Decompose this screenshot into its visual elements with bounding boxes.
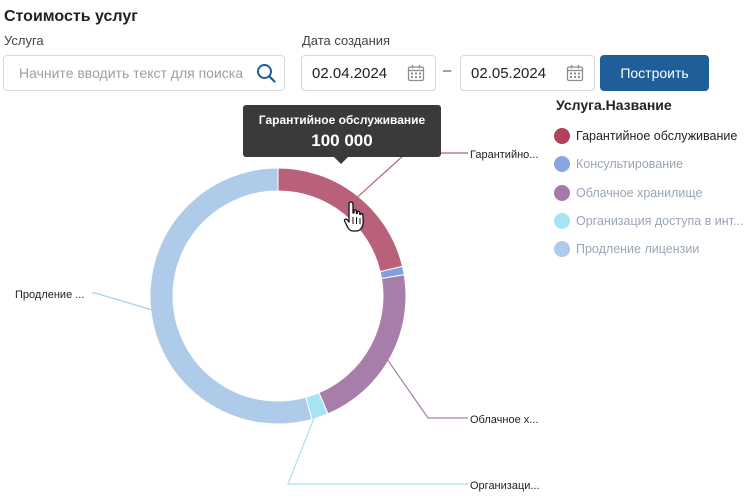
callout-line bbox=[92, 292, 160, 313]
donut-slice[interactable] bbox=[149, 167, 313, 425]
callout-line bbox=[382, 353, 468, 419]
date-from-value[interactable]: 02.04.2024 bbox=[312, 65, 388, 82]
legend-label: Гарантийное обслуживание bbox=[576, 129, 738, 143]
legend-marker bbox=[554, 241, 570, 257]
service-search-field[interactable] bbox=[3, 55, 285, 91]
page-title: Стоимость услуг bbox=[4, 8, 138, 25]
legend-marker bbox=[554, 156, 570, 172]
legend-label: Консультирование bbox=[576, 157, 684, 171]
chart-tooltip: Гарантийное обслуживание 100 000 bbox=[243, 105, 441, 164]
legend-label: Организация доступа в инт... bbox=[576, 214, 744, 228]
calendar-icon[interactable] bbox=[566, 64, 584, 82]
donut-slice[interactable] bbox=[277, 167, 404, 273]
tooltip-series-name: Гарантийное обслуживание bbox=[258, 113, 426, 127]
callout-line bbox=[287, 409, 468, 485]
legend-label: Облачное хранилище bbox=[576, 186, 703, 200]
slice-label: Гарантийно... bbox=[470, 149, 538, 161]
service-search-input[interactable] bbox=[4, 56, 252, 90]
tooltip-value: 100 000 bbox=[311, 131, 373, 150]
service-filter-label: Услуга bbox=[4, 33, 44, 48]
legend-marker bbox=[554, 185, 570, 201]
legend-title: Услуга.Название bbox=[556, 97, 672, 113]
legend-item[interactable]: Консультирование bbox=[554, 155, 683, 173]
legend-marker bbox=[554, 128, 570, 144]
date-to-value[interactable]: 02.05.2024 bbox=[471, 65, 547, 82]
build-button[interactable]: Построить bbox=[600, 55, 709, 91]
hand-pointer-icon bbox=[343, 201, 364, 232]
date-range-separator: – bbox=[443, 62, 452, 79]
search-icon[interactable] bbox=[256, 63, 276, 83]
date-to-field[interactable]: 02.05.2024 bbox=[460, 55, 595, 91]
legend-marker bbox=[554, 213, 570, 229]
legend-item[interactable]: Продление лицензии bbox=[554, 240, 699, 258]
callout-line bbox=[351, 152, 468, 203]
slice-label: Продление ... bbox=[15, 289, 84, 301]
slice-label: Облачное х... bbox=[470, 414, 538, 426]
legend-item[interactable]: Организация доступа в инт... bbox=[554, 212, 743, 230]
slice-label: Организаци... bbox=[470, 480, 540, 492]
legend-label: Продление лицензии bbox=[576, 242, 700, 256]
date-filter-label: Дата создания bbox=[302, 33, 391, 48]
date-from-field[interactable]: 02.04.2024 bbox=[301, 55, 436, 91]
calendar-icon[interactable] bbox=[407, 64, 425, 82]
donut-slice[interactable] bbox=[318, 274, 407, 415]
legend-item[interactable]: Облачное хранилище bbox=[554, 184, 703, 202]
legend-item[interactable]: Гарантийное обслуживание bbox=[554, 127, 737, 145]
